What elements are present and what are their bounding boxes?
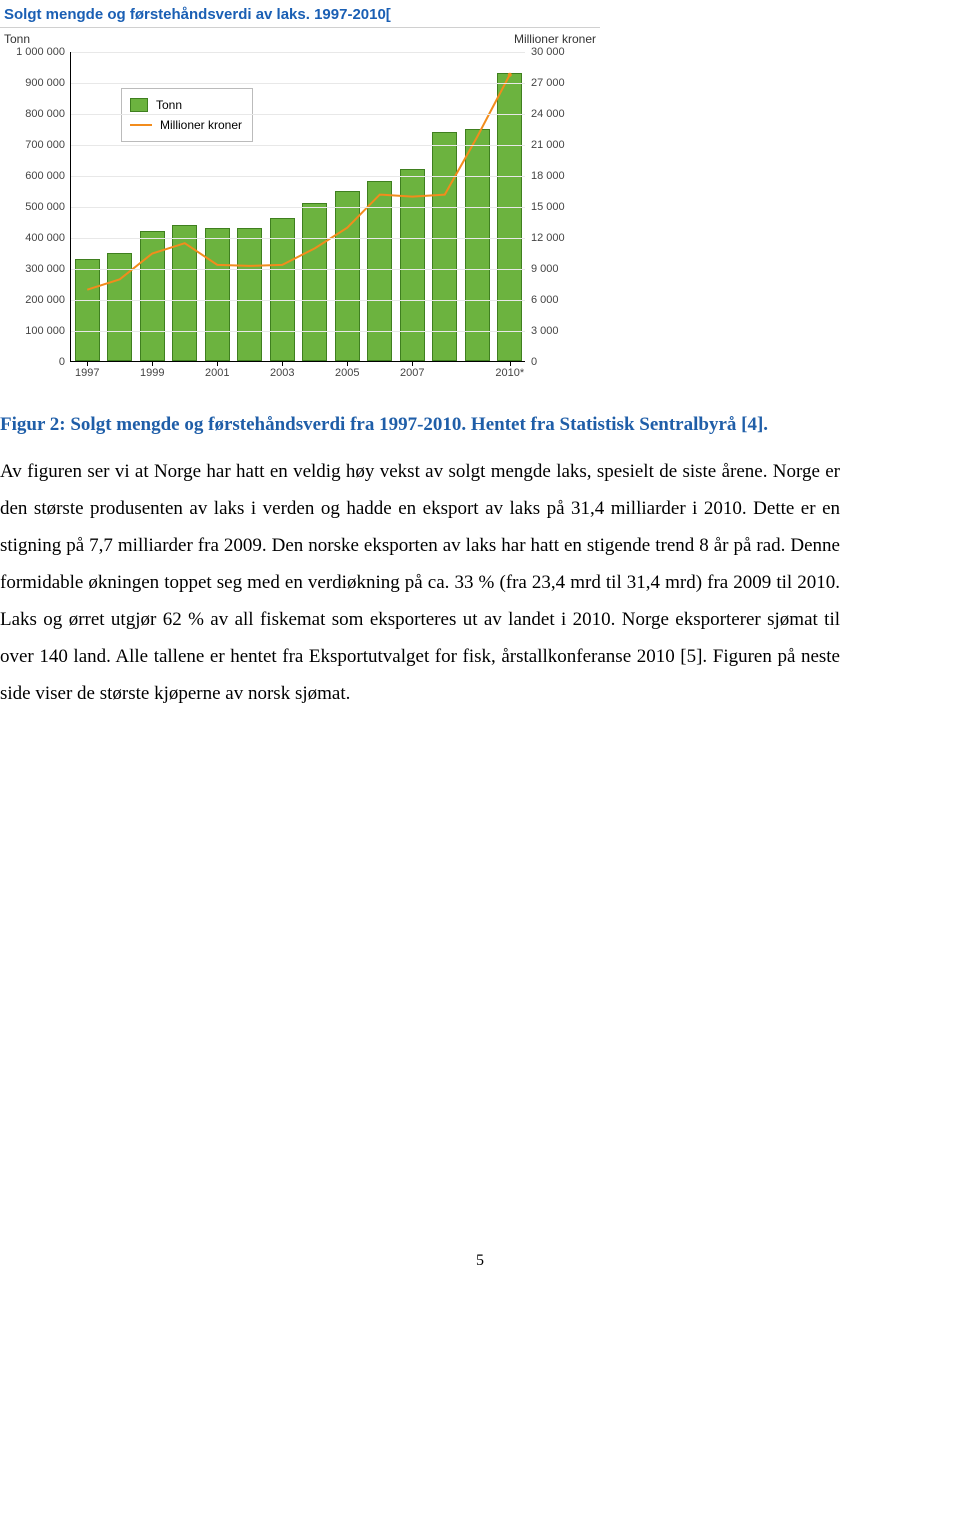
y1-tick-label: 700 000	[25, 139, 71, 151]
y1-tick-label: 300 000	[25, 263, 71, 275]
y2-axis-title: Millioner kroner	[514, 32, 596, 46]
page-number: 5	[0, 1252, 960, 1270]
body-paragraph: Av figuren ser vi at Norge har hatt en v…	[0, 453, 840, 712]
legend-swatch-bar	[130, 98, 148, 112]
y2-tick-label: 27 000	[525, 77, 565, 89]
y2-tick-label: 0	[525, 356, 537, 368]
y1-tick-label: 800 000	[25, 108, 71, 120]
legend-label: Tonn	[156, 98, 182, 112]
y2-tick-label: 18 000	[525, 170, 565, 182]
y2-tick-label: 30 000	[525, 46, 565, 58]
y1-tick-label: 900 000	[25, 77, 71, 89]
y2-tick-label: 9 000	[525, 263, 559, 275]
legend-swatch-line	[130, 124, 152, 126]
chart-title: Solgt mengde og førstehåndsverdi av laks…	[0, 0, 600, 27]
y2-tick-label: 21 000	[525, 139, 565, 151]
legend-item-tonn: Tonn	[130, 95, 242, 115]
chart-plot: Tonn Millioner kroner 00100 0003 000200 …	[70, 52, 525, 362]
chart-container: Solgt mengde og førstehåndsverdi av laks…	[0, 0, 600, 397]
chart-legend: Tonn Millioner kroner	[121, 88, 253, 142]
y2-tick-label: 6 000	[525, 294, 559, 306]
y1-tick-label: 600 000	[25, 170, 71, 182]
y1-tick-label: 200 000	[25, 294, 71, 306]
figure-caption: Figur 2: Solgt mengde og førstehåndsverd…	[0, 411, 840, 439]
y2-tick-label: 15 000	[525, 201, 565, 213]
y1-tick-label: 100 000	[25, 325, 71, 337]
y1-tick-label: 500 000	[25, 201, 71, 213]
y1-tick-label: 1 000 000	[16, 46, 71, 58]
y2-tick-label: 3 000	[525, 325, 559, 337]
y2-tick-label: 24 000	[525, 108, 565, 120]
y1-tick-label: 0	[59, 356, 71, 368]
y1-axis-title: Tonn	[4, 32, 30, 46]
legend-label: Millioner kroner	[160, 118, 242, 132]
y1-tick-label: 400 000	[25, 232, 71, 244]
chart-area: Tonn Millioner kroner Tonn Millioner kro…	[0, 27, 600, 397]
y2-tick-label: 12 000	[525, 232, 565, 244]
legend-item-kroner: Millioner kroner	[130, 115, 242, 135]
